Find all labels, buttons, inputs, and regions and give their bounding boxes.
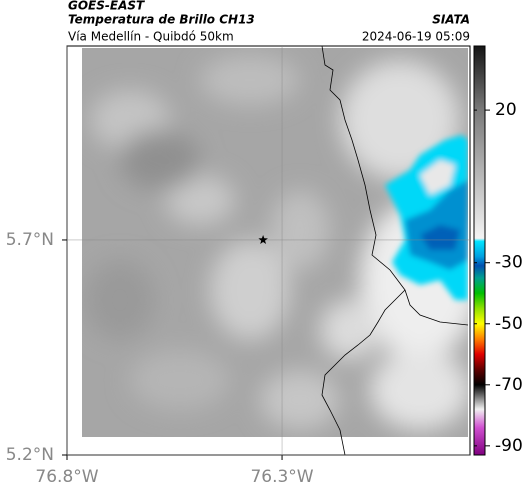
y-tick-label: 5.7°N (6, 230, 54, 250)
timestamp: 2024-06-19 05:09 (362, 30, 470, 44)
satellite-image (82, 48, 468, 437)
x-tick-label: 76.3°W (250, 467, 313, 487)
colorbar-tick-label: -70 (495, 375, 523, 395)
x-tick-label: 76.8°W (35, 467, 98, 487)
subtitle: Temperatura de Brillo CH13 (68, 13, 255, 27)
title: GOES-EAST (68, 0, 145, 13)
location-marker (258, 235, 268, 244)
coastline (321, 45, 469, 456)
colorbar-tick-label: -50 (495, 314, 523, 334)
colorbar-tick-label: -30 (495, 253, 523, 273)
colorbar-tick-label: 20 (495, 100, 517, 120)
colorbar-tick-label: -90 (495, 436, 523, 456)
source: SIATA (432, 13, 470, 27)
y-tick-label: 5.2°N (6, 445, 54, 465)
colorbar (473, 45, 486, 456)
region: Vía Medellín - Quibdó 50km (68, 30, 234, 44)
